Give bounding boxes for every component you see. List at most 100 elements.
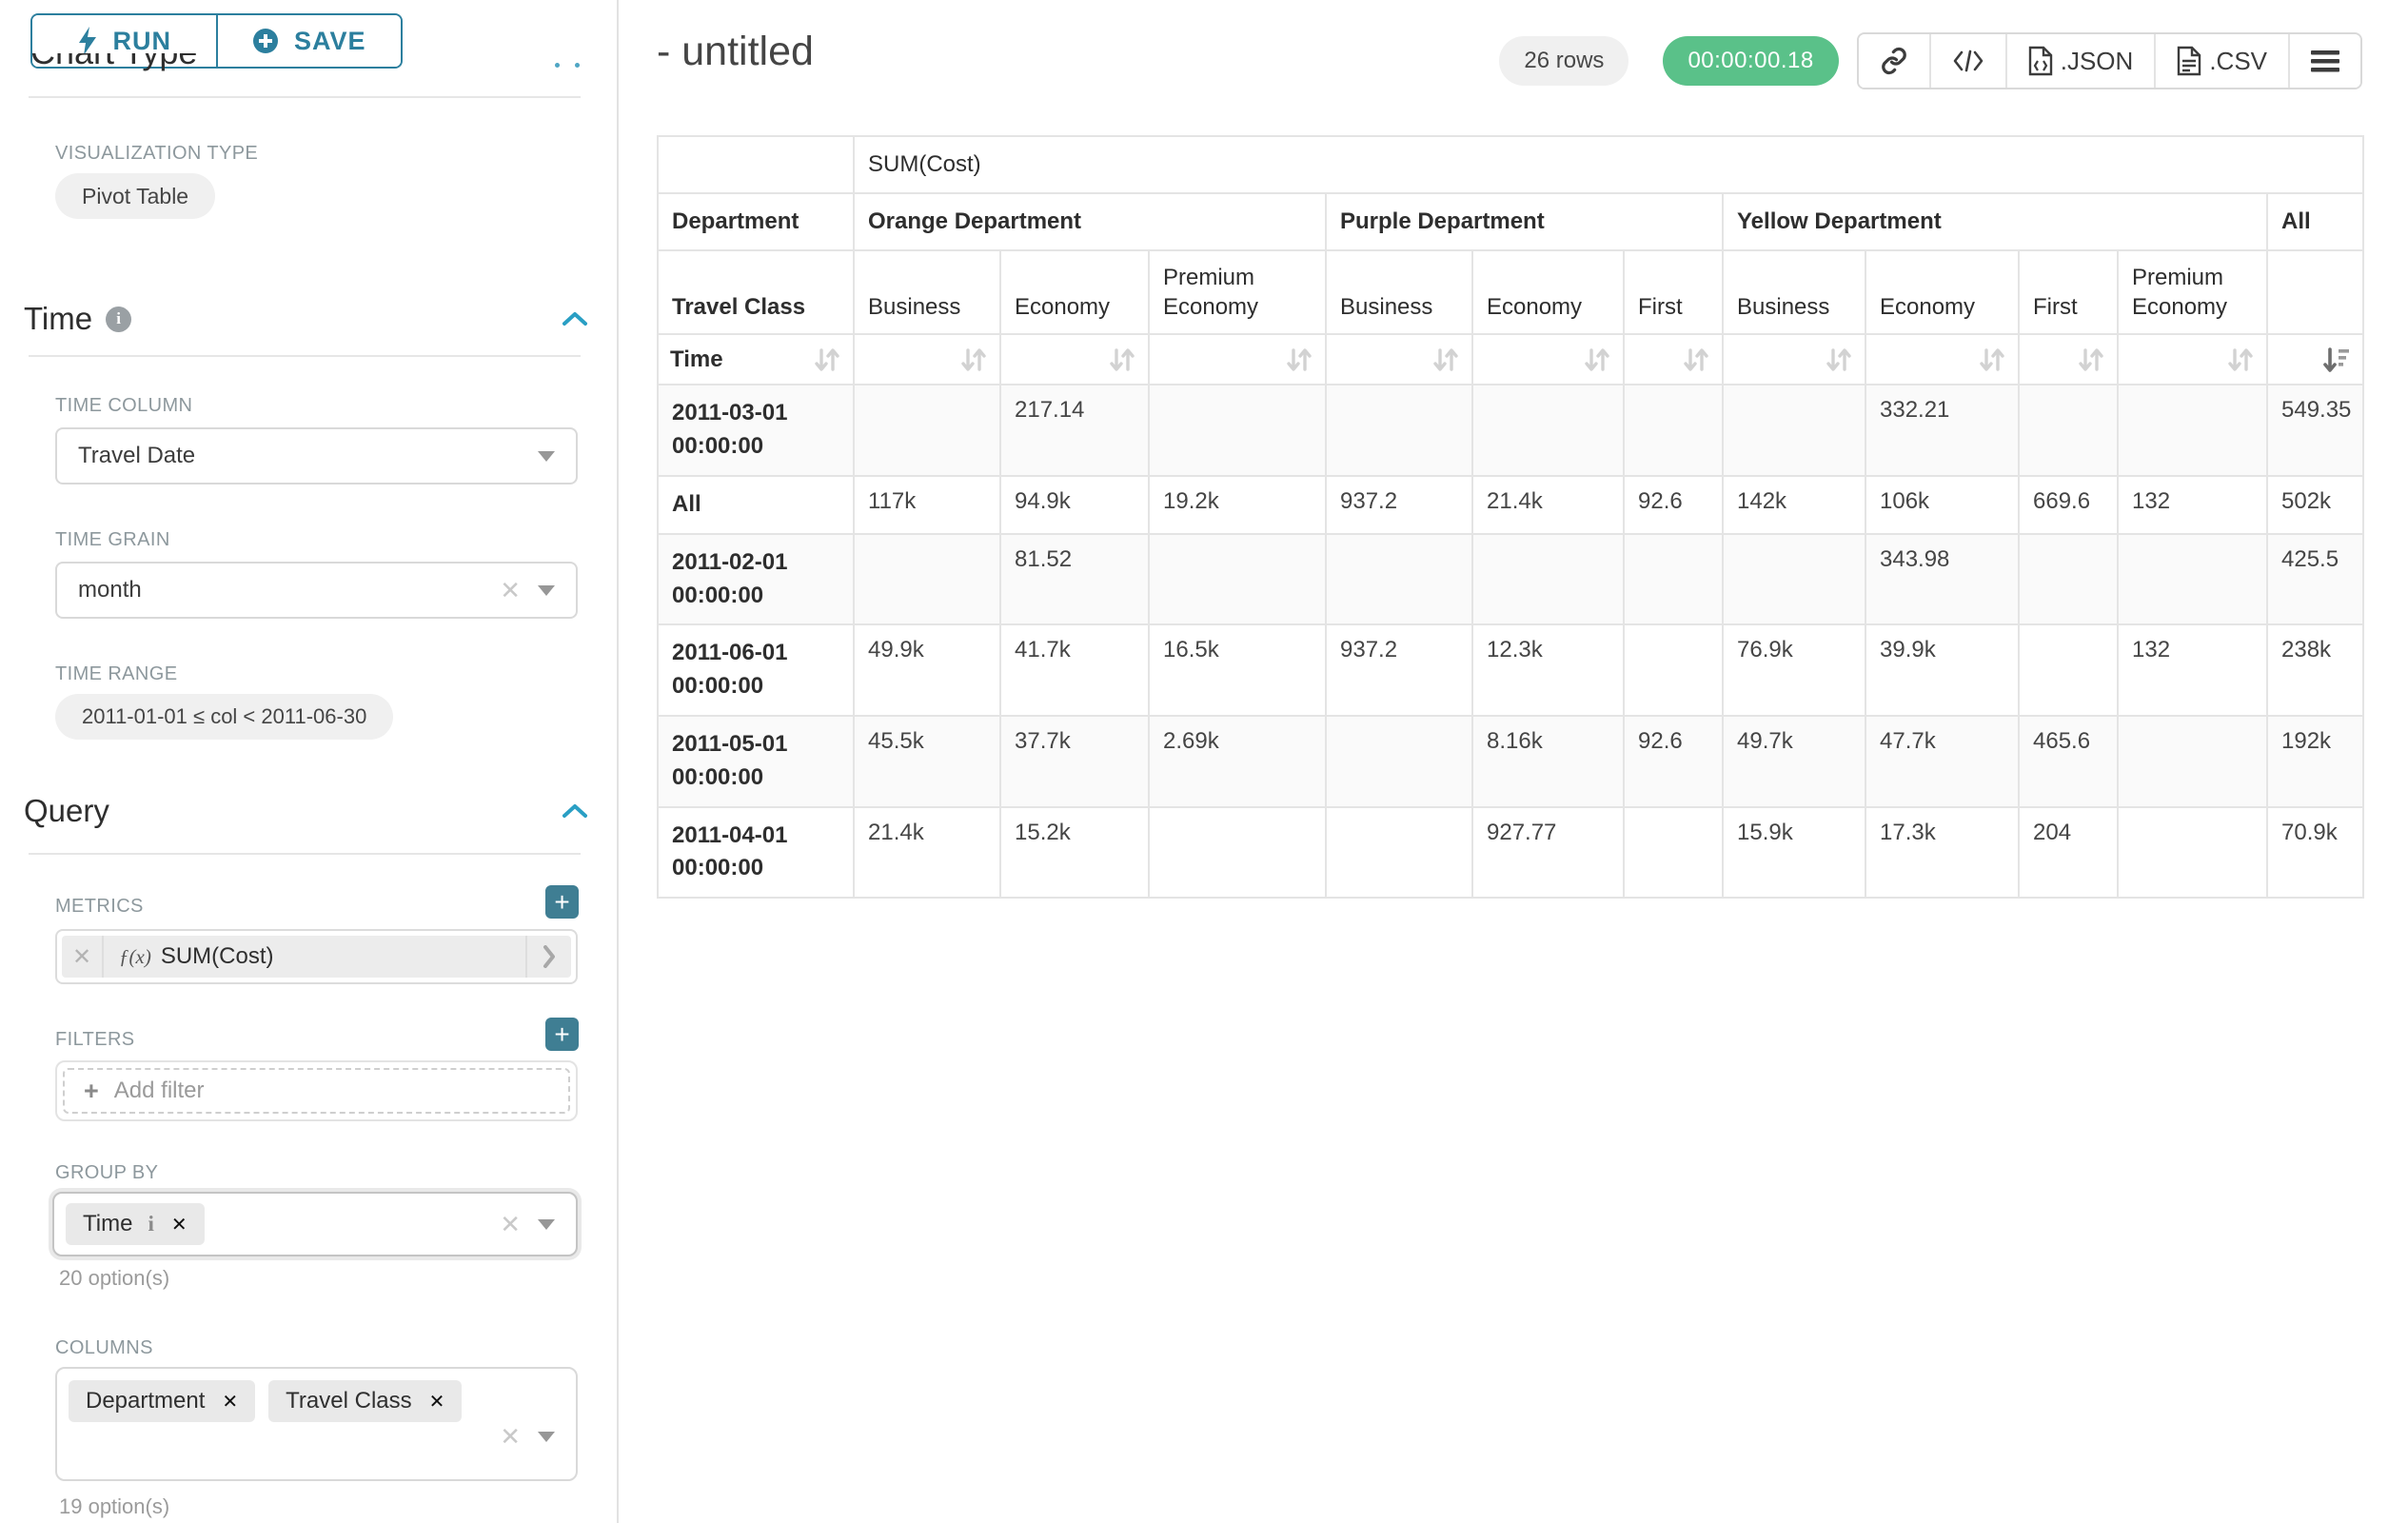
clear-icon[interactable]: ✕ [500,1210,521,1238]
menu-button[interactable] [2288,34,2360,88]
info-icon[interactable]: i [106,306,132,332]
sort-icon[interactable] [1581,345,1611,375]
sort-icon[interactable] [811,345,841,375]
sort-cell[interactable] [1148,333,1327,386]
sort-cell[interactable] [2266,333,2364,386]
copy-link-button[interactable] [1858,34,1929,88]
columns-select[interactable]: Department ✕ Travel Class ✕ ✕ [55,1367,578,1481]
save-button[interactable]: SAVE [215,15,401,67]
chip-label: Department [86,1388,206,1414]
viz-type-pill[interactable]: Pivot Table [55,173,216,219]
pivot-value-cell: 937.2 [1325,623,1473,717]
time-grain-select[interactable]: month ✕ [55,562,578,619]
pivot-value-cell: 502k [2266,474,2364,535]
group-by-select[interactable]: Time i ✕ ✕ [52,1192,578,1256]
chip-label: Time [83,1211,133,1236]
add-filter-plus-button[interactable]: + [545,1018,579,1051]
sort-icon[interactable] [1680,345,1710,375]
time-column-select[interactable]: Travel Date [55,427,578,485]
embed-code-button[interactable] [1928,34,2005,88]
columns-chip[interactable]: Department ✕ [69,1380,256,1422]
pivot-row: 2011-03-01 00:00:00 217.14 332.21 549.35 [657,384,2364,477]
clear-icon[interactable]: ✕ [500,576,521,604]
run-button[interactable]: RUN [32,15,216,67]
panel-divider[interactable] [617,0,619,1523]
chevron-up-icon[interactable] [562,803,588,819]
pivot-value-cell: 106k [1865,474,2020,535]
time-range-pill[interactable]: 2011-01-01 ≤ col < 2011-06-30 [55,694,394,740]
pivot-value-cell: 117k [853,474,1001,535]
sort-icon[interactable] [1823,345,1853,375]
sort-icon[interactable] [2224,345,2255,375]
sort-icon[interactable] [1106,345,1136,375]
sort-icon[interactable] [1283,345,1313,375]
chart-title[interactable]: - untitled [657,29,814,74]
pivot-value-cell: 343.98 [1865,532,2020,626]
chevron-up-icon[interactable] [562,311,588,326]
divider [29,853,581,855]
pivot-value-cell [1325,714,1473,808]
pivot-value-cell: 49.9k [853,623,1001,717]
sort-cell[interactable] [2117,333,2268,386]
sort-icon[interactable] [2075,345,2105,375]
group-by-chip[interactable]: Time i ✕ [66,1203,205,1245]
column-group-header: Purple Department [1325,192,1724,251]
pivot-value-cell [1623,805,1724,900]
pivot-value-cell: 142k [1722,474,1866,535]
sort-icon[interactable] [1976,345,2006,375]
sort-cell[interactable] [1623,333,1724,386]
caret-down-icon [538,584,555,596]
pivot-value-cell [1623,384,1724,477]
export-json-button[interactable]: .JSON [2004,34,2155,88]
sort-icon[interactable] [1430,345,1460,375]
add-filter-label: Add filter [113,1078,205,1103]
group-by-label: GROUP BY [55,1162,159,1183]
pivot-value-cell: 132 [2117,623,2268,717]
remove-chip-icon[interactable]: ✕ [428,1391,445,1413]
pivot-value-cell: 204 [2018,805,2119,900]
sort-cell[interactable] [1471,333,1625,386]
add-filter-button[interactable]: + Add filter [63,1068,570,1114]
sort-desc-icon[interactable] [2320,345,2351,375]
pivot-value-cell: 94.9k [999,474,1150,535]
caret-down-icon [538,1218,555,1230]
sort-cell[interactable] [853,333,1001,386]
pivot-value-cell [2018,384,2119,477]
row-label-cell: 2011-05-01 00:00:00 [657,714,855,808]
columns-chip[interactable]: Travel Class ✕ [268,1380,463,1422]
pivot-value-cell [2117,532,2268,626]
chevron-right-icon[interactable] [525,936,571,978]
metric-item[interactable]: ✕ ƒ(x) SUM(Cost) [55,929,578,984]
pivot-value-cell: 19.2k [1148,474,1327,535]
column-header: Premium Economy [1148,248,1327,336]
add-metric-button[interactable]: + [545,885,579,919]
pivot-row: 2011-02-01 00:00:00 81.52 343.98 425.5 [657,532,2364,626]
sort-header-time[interactable]: Time [657,333,855,386]
sort-cell[interactable] [1325,333,1473,386]
sort-cell[interactable] [999,333,1150,386]
pivot-value-cell [1148,532,1327,626]
column-header: Economy [1471,248,1625,336]
remove-chip-icon[interactable]: ✕ [170,1214,188,1236]
sort-icon[interactable] [957,345,988,375]
remove-metric-icon[interactable]: ✕ [62,936,104,978]
sort-cell[interactable] [1865,333,2020,386]
pivot-value-cell: 45.5k [853,714,1001,808]
pivot-value-cell: 47.7k [1865,714,2020,808]
export-csv-button[interactable]: .CSV [2154,34,2288,88]
remove-chip-icon[interactable]: ✕ [222,1391,239,1413]
pivot-value-cell: 937.2 [1325,474,1473,535]
pivot-value-cell: 238k [2266,623,2364,717]
fx-icon: ƒ(x) [119,944,151,968]
sort-cell[interactable] [2018,333,2119,386]
pivot-value-cell [1148,384,1327,477]
hamburger-menu-icon [2311,50,2339,72]
clear-icon[interactable]: ✕ [500,1422,521,1451]
plus-icon: + [84,1076,99,1105]
pivot-row: 2011-06-01 00:00:00 49.9k 41.7k 16.5k 937.2 1… [657,623,2364,717]
control-panel: RUN SAVE Chart Type VISUALIZATION TYPE P… [0,0,617,1523]
link-icon [1881,47,1906,75]
pivot-value-cell: 2.69k [1148,714,1327,808]
sort-cell[interactable] [1722,333,1866,386]
query-section-header: Query [24,793,588,829]
